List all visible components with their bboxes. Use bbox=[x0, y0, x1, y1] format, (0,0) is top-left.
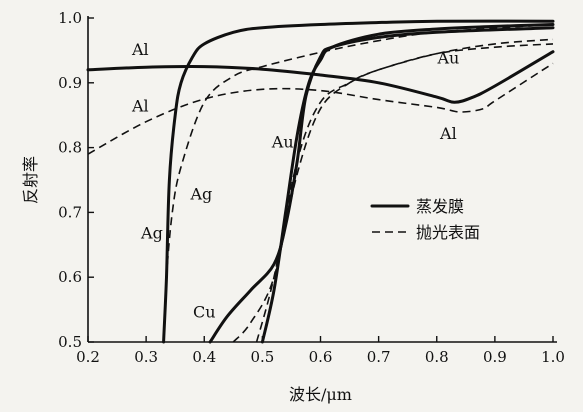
y-tick-label: 0.7 bbox=[58, 203, 82, 221]
x-tick-label: 0.7 bbox=[367, 348, 391, 366]
cu-dashed-curve bbox=[232, 43, 554, 343]
al-dashed-curve bbox=[87, 62, 554, 155]
x-tick-label: 0.9 bbox=[483, 348, 507, 366]
ag-dashed-curve bbox=[162, 23, 554, 343]
ag-solid-curve bbox=[162, 19, 555, 344]
y-tick-label: 0.6 bbox=[58, 268, 82, 286]
x-tick-label: 0.8 bbox=[425, 348, 449, 366]
y-tick-label: 0.9 bbox=[58, 74, 82, 92]
axes-group: 0.2 0.3 0.4 0.5 0.6 0.7 0.8 0.9 1.0 0.5 0.6 0.7 0.8 0… bbox=[21, 9, 565, 404]
au-dashed-curve bbox=[255, 38, 554, 343]
curve-label-cu: Cu bbox=[193, 302, 216, 321]
x-tick-label: 0.5 bbox=[250, 348, 274, 366]
legend-label: 蒸发膜 bbox=[416, 197, 464, 216]
curve-label-al: Al bbox=[439, 124, 457, 143]
y-tick-label: 0.5 bbox=[58, 333, 82, 351]
cu-solid-curve bbox=[208, 26, 555, 344]
x-tick-label: 0.4 bbox=[192, 348, 216, 366]
y-tick-label: 1.0 bbox=[58, 9, 82, 27]
x-tick-label: 0.3 bbox=[134, 348, 158, 366]
curve-labels-group: Al Al Ag Ag Au Au Al Cu bbox=[131, 40, 459, 321]
y-axis-title: 反射率 bbox=[21, 156, 40, 204]
curve-label-al: Al bbox=[131, 40, 149, 59]
x-tick-label: 1.0 bbox=[541, 348, 565, 366]
curve-label-au: Au bbox=[436, 48, 459, 67]
curves-group bbox=[86, 19, 555, 344]
curve-label-al: Al bbox=[131, 96, 149, 115]
x-axis-title: 波长/μm bbox=[289, 385, 352, 404]
curve-label-ag: Ag bbox=[140, 223, 163, 242]
curve-label-au: Au bbox=[271, 133, 294, 152]
curve-label-ag: Ag bbox=[189, 184, 212, 203]
x-tick-label: 0.2 bbox=[76, 348, 100, 366]
legend-label: 抛光表面 bbox=[416, 223, 480, 242]
y-tick-label: 0.8 bbox=[58, 139, 82, 157]
x-tick-label: 0.6 bbox=[309, 348, 333, 366]
